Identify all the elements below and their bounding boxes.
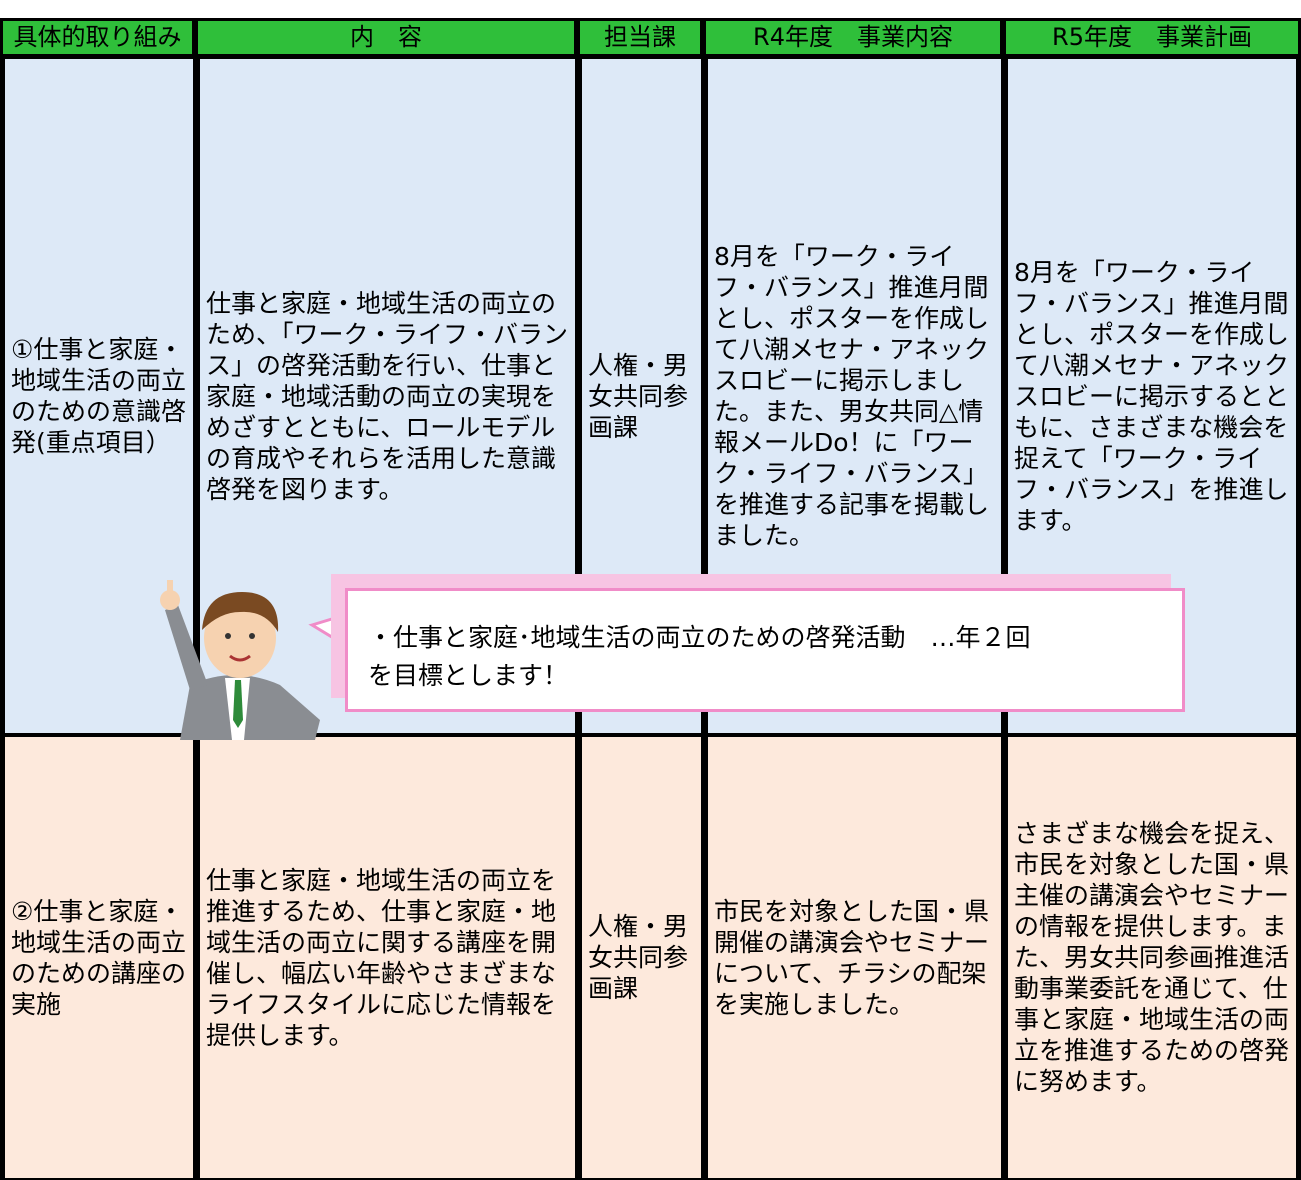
table-cell: 人権・男女共同参画課 bbox=[577, 735, 706, 1180]
table-cell: R4年度 事業内容 bbox=[703, 18, 1003, 57]
table-cell: 内 容 bbox=[195, 18, 577, 57]
table-cell: ①仕事と家庭・地域生活の両立のための意識啓発(重点項目） bbox=[0, 57, 198, 735]
callout-line: ・仕事と家庭･地域生活の両立のための啓発活動 …年２回 bbox=[368, 623, 1031, 652]
callout-line: を目標とします！ bbox=[368, 661, 569, 690]
table-cell: 担当課 bbox=[577, 18, 703, 57]
table-cell: さまざまな機会を捉え、市民を対象とした国・県主催の講演会やセミナーの情報を提供し… bbox=[1003, 735, 1301, 1180]
callout: ・仕事と家庭･地域生活の両立のための啓発活動 …年２回 を目標とします！ bbox=[345, 588, 1185, 712]
illustration bbox=[160, 580, 347, 740]
table-cell: 仕事と家庭・地域生活の両立を推進するため、仕事と家庭・地域生活の両立に関する講座… bbox=[195, 735, 580, 1180]
table-cell: 市民を対象とした国・県開催の講演会やセミナーについて、チラシの配架を実施しました… bbox=[703, 735, 1006, 1180]
table-cell: ②仕事と家庭・地域生活の両立のための講座の実施 bbox=[0, 735, 198, 1180]
table-cell: R5年度 事業計画 bbox=[1003, 18, 1301, 57]
table-cell: 具体的取り組み bbox=[0, 18, 195, 57]
